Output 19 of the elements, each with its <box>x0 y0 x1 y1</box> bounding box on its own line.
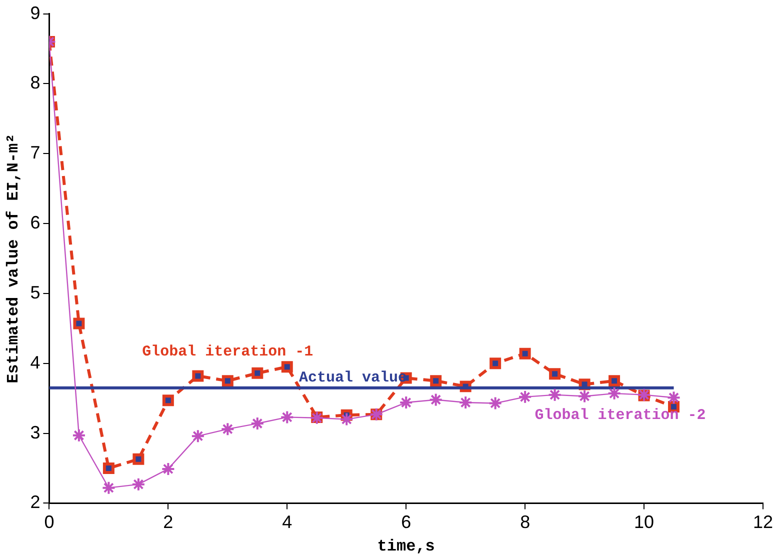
x-tick-label: 12 <box>752 512 774 532</box>
x-tick-label: 6 <box>401 512 412 532</box>
x-axis-title: time,s <box>377 537 435 556</box>
y-tick-label: 9 <box>30 2 40 23</box>
x-tick-label: 8 <box>520 512 530 532</box>
y-tick-label: 2 <box>30 492 40 512</box>
series-label: Global iteration -2 <box>534 406 706 424</box>
y-axis-title: Estimated value of EI,N-m² <box>4 134 23 384</box>
y-tick-label: 5 <box>30 282 40 302</box>
series-label: Global iteration -1 <box>142 343 314 360</box>
y-tick-label: 7 <box>30 142 40 163</box>
y-tick-label: 4 <box>30 352 40 372</box>
x-tick-label: 2 <box>163 512 174 532</box>
x-tick-label: 0 <box>44 512 54 532</box>
y-tick-label: 8 <box>30 72 40 93</box>
x-tick-label: 4 <box>282 512 292 532</box>
y-tick-label: 3 <box>30 422 40 442</box>
x-tick-label: 10 <box>634 512 654 532</box>
y-tick-label: 6 <box>30 212 40 233</box>
